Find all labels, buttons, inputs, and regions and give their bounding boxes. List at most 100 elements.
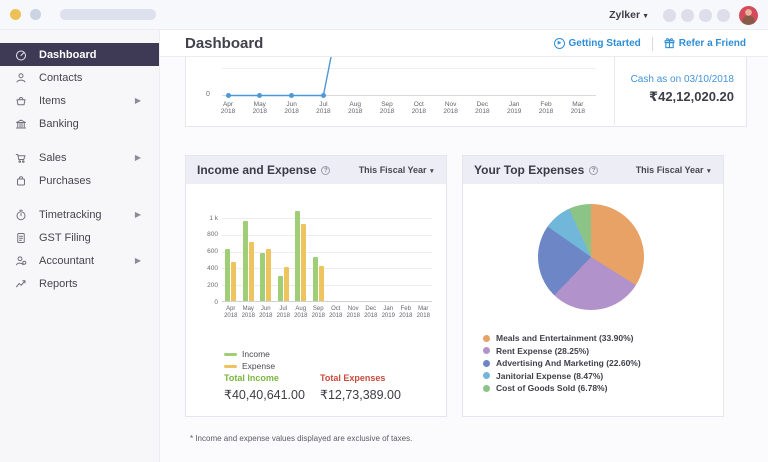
top-expenses-pie-chart: [538, 204, 644, 310]
legend-item: Janitorial Expense (8.47%): [483, 370, 641, 383]
help-icon[interactable]: ?: [589, 166, 598, 175]
sidebar-item-label: Items: [39, 95, 66, 107]
sidebar-item-reports[interactable]: Reports: [0, 272, 159, 295]
accountant-icon: [15, 255, 27, 267]
y-axis-tick-label: 800: [192, 231, 218, 238]
x-axis-month-label: Apr2018: [213, 101, 243, 115]
pie-chart-legend: Meals and Entertainment (33.90%)Rent Exp…: [483, 332, 641, 395]
sidebar-item-dashboard[interactable]: Dashboard: [0, 43, 159, 66]
topbar-icon-placeholder[interactable]: [681, 9, 694, 22]
sidebar-item-gst-filing[interactable]: GST Filing: [0, 226, 159, 249]
getting-started-link[interactable]: ▶ Getting Started: [554, 38, 641, 49]
income-bar: [260, 253, 265, 301]
chevron-right-icon: ▶: [135, 210, 141, 219]
x-axis-month-label: Oct2018: [404, 101, 434, 115]
top-expenses-card-header: Your Top Expenses ? This Fiscal Year▼: [463, 156, 723, 184]
y-axis-tick-label: 0: [192, 299, 218, 306]
sidebar-item-sales[interactable]: Sales ▶: [0, 146, 159, 169]
chevron-right-icon: ▶: [135, 256, 141, 265]
cashflow-line-chart: 0 Apr2018May2018Jun2018Jul2018Aug2018Sep…: [186, 57, 614, 125]
window-control-dot: [30, 9, 41, 20]
topbar-icon-placeholder[interactable]: [699, 9, 712, 22]
legend-swatch: [483, 385, 490, 392]
legend-swatch: [483, 360, 490, 367]
chevron-right-icon: ▶: [135, 96, 141, 105]
chevron-right-icon: ▶: [135, 153, 141, 162]
sidebar-item-label: Accountant: [39, 255, 94, 267]
sidebar-item-accountant[interactable]: Accountant ▶: [0, 249, 159, 272]
bank-icon: [15, 118, 27, 130]
sidebar-item-timetracking[interactable]: Timetracking ▶: [0, 203, 159, 226]
y-axis-tick-label: 1 k: [192, 215, 218, 222]
x-axis-month-label: Mar2018: [563, 101, 593, 115]
basket-icon: [15, 95, 27, 107]
tax-footnote: * Income and expense values displayed ar…: [190, 434, 412, 443]
top-expenses-title: Your Top Expenses ?: [474, 163, 598, 177]
search-bar-placeholder: [60, 9, 156, 20]
cash-as-on-label: Cash as on 03/10/2018: [615, 74, 734, 85]
topbar-right-cluster: Zylker▼: [609, 0, 758, 30]
window-control-dot: [10, 9, 21, 20]
total-expenses-value: ₹12,73,389.00: [320, 387, 401, 402]
refer-a-friend-link[interactable]: Refer a Friend: [664, 38, 746, 49]
data-point-dot: [226, 93, 231, 98]
sidebar-item-label: Sales: [39, 152, 67, 164]
legend-swatch: [224, 365, 237, 368]
y-axis-tick-label: 400: [192, 265, 218, 272]
chevron-down-icon: ▼: [642, 13, 649, 20]
sidebar-item-label: Reports: [39, 278, 78, 290]
expense-bar: [284, 267, 289, 301]
income-expense-card: Income and Expense ? This Fiscal Year▼ A…: [185, 155, 447, 417]
sidebar-item-purchases[interactable]: Purchases: [0, 169, 159, 192]
company-menu[interactable]: Zylker▼: [609, 9, 649, 21]
x-axis-month-label: Jun2018: [277, 101, 307, 115]
legend-item: Cost of Goods Sold (6.78%): [483, 382, 641, 395]
legend-item: Meals and Entertainment (33.90%): [483, 332, 641, 345]
app-window: Zylker▼ Dashboard Contacts Items ▶ Banking Sa…: [0, 0, 768, 462]
sidebar-item-banking[interactable]: Banking: [0, 112, 159, 135]
fiscal-year-filter[interactable]: This Fiscal Year▼: [636, 165, 712, 175]
person-icon: [15, 72, 27, 84]
sidebar-item-items[interactable]: Items ▶: [0, 89, 159, 112]
header-divider: [652, 37, 653, 51]
legend-label: Income: [242, 349, 270, 359]
cashflow-card: 0 Apr2018May2018Jun2018Jul2018Aug2018Sep…: [185, 57, 747, 127]
sidebar-item-label: Dashboard: [39, 49, 96, 61]
help-icon[interactable]: ?: [321, 166, 330, 175]
income-bar: [313, 257, 318, 301]
sidebar-item-contacts[interactable]: Contacts: [0, 66, 159, 89]
x-axis-month-label: May2018: [245, 101, 275, 115]
sidebar-item-label: Timetracking: [39, 209, 102, 221]
page-title: Dashboard: [185, 35, 263, 52]
x-axis-month-label: Feb2018: [531, 101, 561, 115]
legend-swatch: [483, 372, 490, 379]
fiscal-year-filter[interactable]: This Fiscal Year▼: [359, 165, 435, 175]
x-axis-month-label: Dec2018: [467, 101, 497, 115]
bar-chart-legend: Income Expense: [224, 348, 275, 372]
sidebar-item-label: Purchases: [39, 175, 91, 187]
user-avatar[interactable]: [739, 6, 758, 25]
topbar-icon-placeholder[interactable]: [663, 9, 676, 22]
legend-item: Expense: [224, 360, 275, 372]
main-content: Dashboard ▶ Getting Started Refer a Frie…: [160, 30, 768, 462]
trend-icon: [15, 278, 27, 290]
x-axis-month-label: Sep2018: [372, 101, 402, 115]
legend-label: Advertising And Marketing (22.60%): [496, 358, 641, 368]
legend-item: Rent Expense (28.25%): [483, 345, 641, 358]
income-expense-bar-chart: [222, 214, 432, 302]
cash-balance-value: ₹42,12,020.20: [615, 89, 734, 105]
x-axis-month-label: Mar2018: [412, 306, 434, 319]
topbar-icon-placeholder[interactable]: [717, 9, 730, 22]
expense-bar: [266, 249, 271, 301]
income-bar: [278, 276, 283, 301]
expense-bar: [231, 262, 236, 301]
total-income-block: Total Income ₹40,40,641.00: [224, 373, 305, 402]
page-header: Dashboard ▶ Getting Started Refer a Frie…: [160, 30, 768, 57]
legend-item: Income: [224, 348, 275, 360]
document-icon: [15, 232, 27, 244]
income-bar: [295, 211, 300, 301]
total-expenses-label: Total Expenses: [320, 373, 401, 383]
cash-balance-panel: Cash as on 03/10/2018 ₹42,12,020.20: [614, 57, 747, 125]
legend-label: Expense: [242, 361, 275, 371]
header-links: ▶ Getting Started Refer a Friend: [554, 30, 746, 57]
